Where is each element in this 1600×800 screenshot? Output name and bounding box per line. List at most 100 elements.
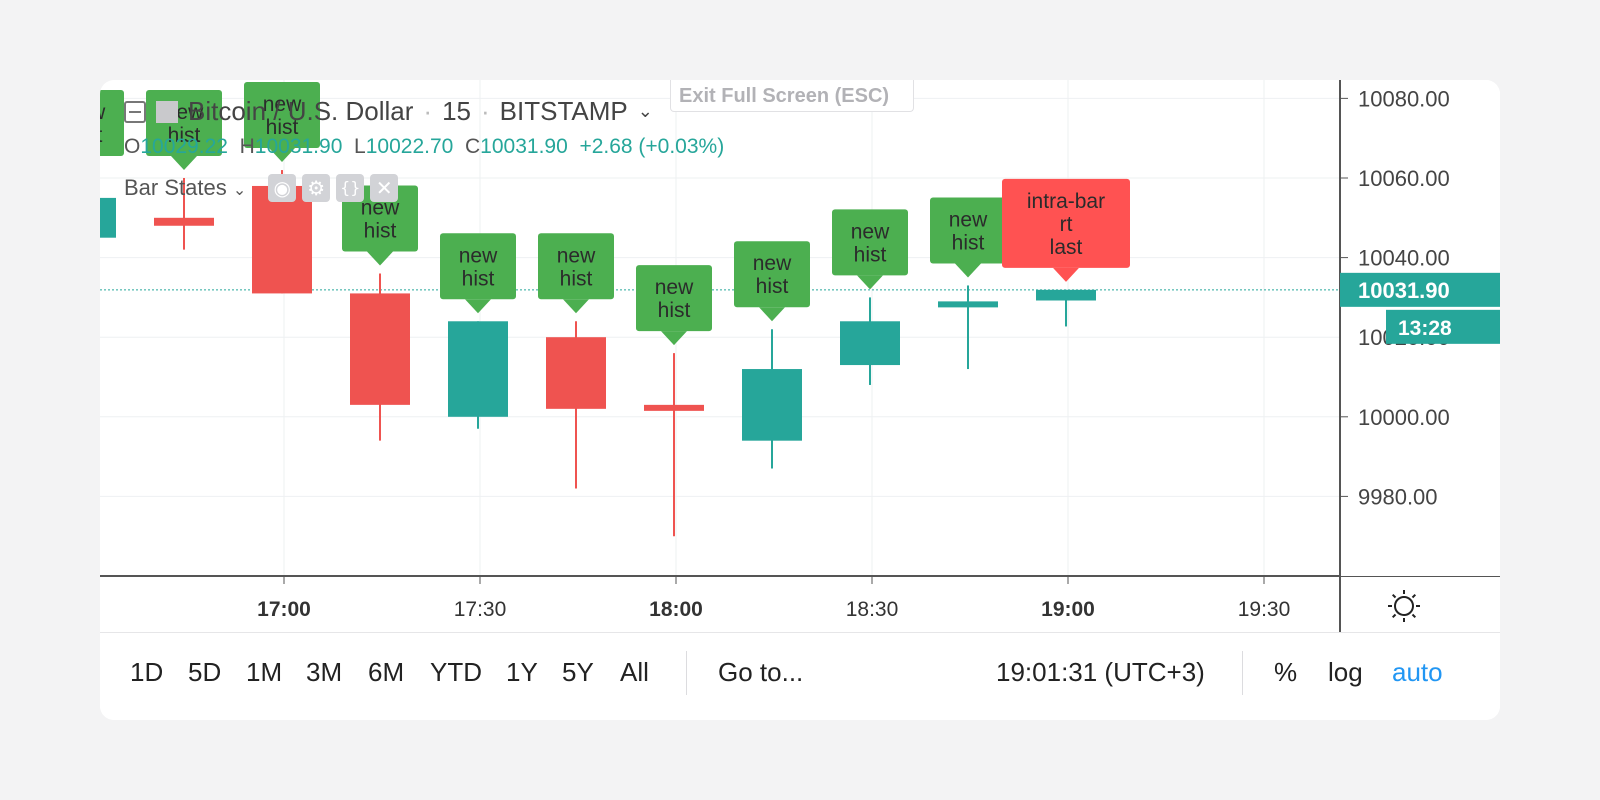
candle-body[interactable] xyxy=(644,404,704,411)
eye-icon[interactable]: ◉ xyxy=(268,174,297,202)
label-pointer xyxy=(269,148,295,163)
symbol-title[interactable]: Bitcoin / U.S. Dollar xyxy=(188,96,414,126)
exit-fullscreen-button[interactable]: Exit Full Screen (ESC) xyxy=(670,80,914,112)
candle-body[interactable] xyxy=(1036,289,1096,301)
percent-toggle[interactable]: % xyxy=(1274,657,1298,687)
label-text: hist xyxy=(952,231,985,254)
bottom-toolbar: 1D 5D 1M 3M 6M YTD 1Y 5Y All Go to... 19:01:31 (… xyxy=(100,632,1500,720)
range-1m[interactable]: 1M xyxy=(246,657,283,687)
candle-body[interactable] xyxy=(448,321,508,417)
ohlc-values: O10029.22 H10031.90 L10022.70 C10031.90 … xyxy=(124,135,724,159)
candle-body[interactable] xyxy=(742,369,802,441)
study-name-label: Bar States xyxy=(124,175,227,200)
label-text: hist xyxy=(854,243,887,266)
candle-body[interactable] xyxy=(546,337,606,409)
label-text: hist xyxy=(100,124,103,147)
candle-body[interactable] xyxy=(938,301,998,308)
study-buttons: ◉ ⚙ {} ✕ xyxy=(268,174,399,202)
label-box xyxy=(930,197,1006,264)
label-text: hist xyxy=(364,220,397,243)
last-price-badge xyxy=(1340,272,1500,307)
range-6m[interactable]: 6M xyxy=(368,657,405,687)
range-all[interactable]: All xyxy=(620,657,649,687)
exchange: BITSTAMP xyxy=(499,96,628,126)
gear-icon[interactable]: ⚙ xyxy=(302,174,331,202)
source-code-icon[interactable]: {} xyxy=(336,174,365,202)
goto-button[interactable]: Go to... xyxy=(718,657,804,687)
divider xyxy=(686,651,687,695)
chevron-down-icon: ⌄ xyxy=(232,182,247,199)
chevron-down-icon[interactable]: ⌄ xyxy=(637,101,653,121)
time-tick-label: 18:00 xyxy=(649,598,703,621)
sun-core xyxy=(1394,596,1414,616)
label-text: rt xyxy=(1060,213,1073,236)
label-text: hist xyxy=(266,116,299,139)
time-tick-label: 17:00 xyxy=(257,598,311,621)
close-icon[interactable]: ✕ xyxy=(370,174,399,202)
price-tick-label: 9980.00 xyxy=(1358,484,1438,509)
study-name[interactable]: Bar States ⌄ xyxy=(124,175,246,201)
label-pointer xyxy=(1053,267,1079,282)
separator-dot: · xyxy=(423,96,433,126)
label-text: new xyxy=(753,252,792,275)
sun-ray xyxy=(1391,593,1397,599)
chart-container: new hist new hist new hist new hist new hist new hi… xyxy=(100,80,1500,720)
last-price-value: 10031.90 xyxy=(1358,278,1450,303)
label-box xyxy=(440,233,516,300)
collapse-icon[interactable] xyxy=(124,100,146,123)
time-tick-label: 17:30 xyxy=(454,598,507,621)
countdown-badge xyxy=(1386,309,1500,344)
range-5d[interactable]: 5D xyxy=(188,657,222,687)
low-label: L xyxy=(354,135,366,158)
range-1d[interactable]: 1D xyxy=(130,657,164,687)
range-ytd[interactable]: YTD xyxy=(430,657,482,687)
candle-body[interactable] xyxy=(840,321,900,366)
auto-toggle[interactable]: auto xyxy=(1392,657,1443,687)
time-tick-label: 19:30 xyxy=(1238,598,1291,621)
candles xyxy=(100,170,1096,537)
label-text: intra-bar xyxy=(1027,190,1105,213)
price-tick-label: 10040.00 xyxy=(1358,246,1450,271)
label-box xyxy=(734,241,810,308)
candle-body[interactable] xyxy=(350,293,410,405)
divider xyxy=(1242,651,1243,695)
label-pointer xyxy=(955,263,981,278)
label-text: new xyxy=(459,244,498,267)
study-legend: Bar States ⌄ ◉ ⚙ {} ✕ xyxy=(124,174,399,202)
label-box xyxy=(636,265,712,332)
label-text: new xyxy=(949,208,988,231)
label-text: new xyxy=(557,244,596,267)
candle-body[interactable] xyxy=(252,185,312,294)
range-5y[interactable]: 5Y xyxy=(562,657,594,687)
label-text: new xyxy=(361,197,400,220)
label-text: hist xyxy=(756,275,789,298)
label-text: hist xyxy=(462,267,495,290)
flag-icon[interactable] xyxy=(156,100,178,123)
candle-body[interactable] xyxy=(154,217,214,226)
label-text: new xyxy=(263,93,302,116)
settings-sun-icon[interactable] xyxy=(1388,590,1420,622)
label-pointer xyxy=(759,307,785,322)
time-tick-label: 19:00 xyxy=(1041,598,1095,621)
clock[interactable]: 19:01:31 (UTC+3) xyxy=(996,657,1205,687)
range-1y[interactable]: 1Y xyxy=(506,657,538,687)
range-3m[interactable]: 3M xyxy=(306,657,343,687)
label-pointer xyxy=(563,299,589,314)
axes: 10080.00 10060.00 10040.00 10000.00 9980.00 1… xyxy=(100,80,1500,632)
candle-body[interactable] xyxy=(100,197,116,238)
open-value: 10029.22 xyxy=(140,135,228,158)
label-box xyxy=(1002,178,1130,268)
interval[interactable]: 15 xyxy=(442,96,471,126)
log-toggle[interactable]: log xyxy=(1328,657,1363,687)
